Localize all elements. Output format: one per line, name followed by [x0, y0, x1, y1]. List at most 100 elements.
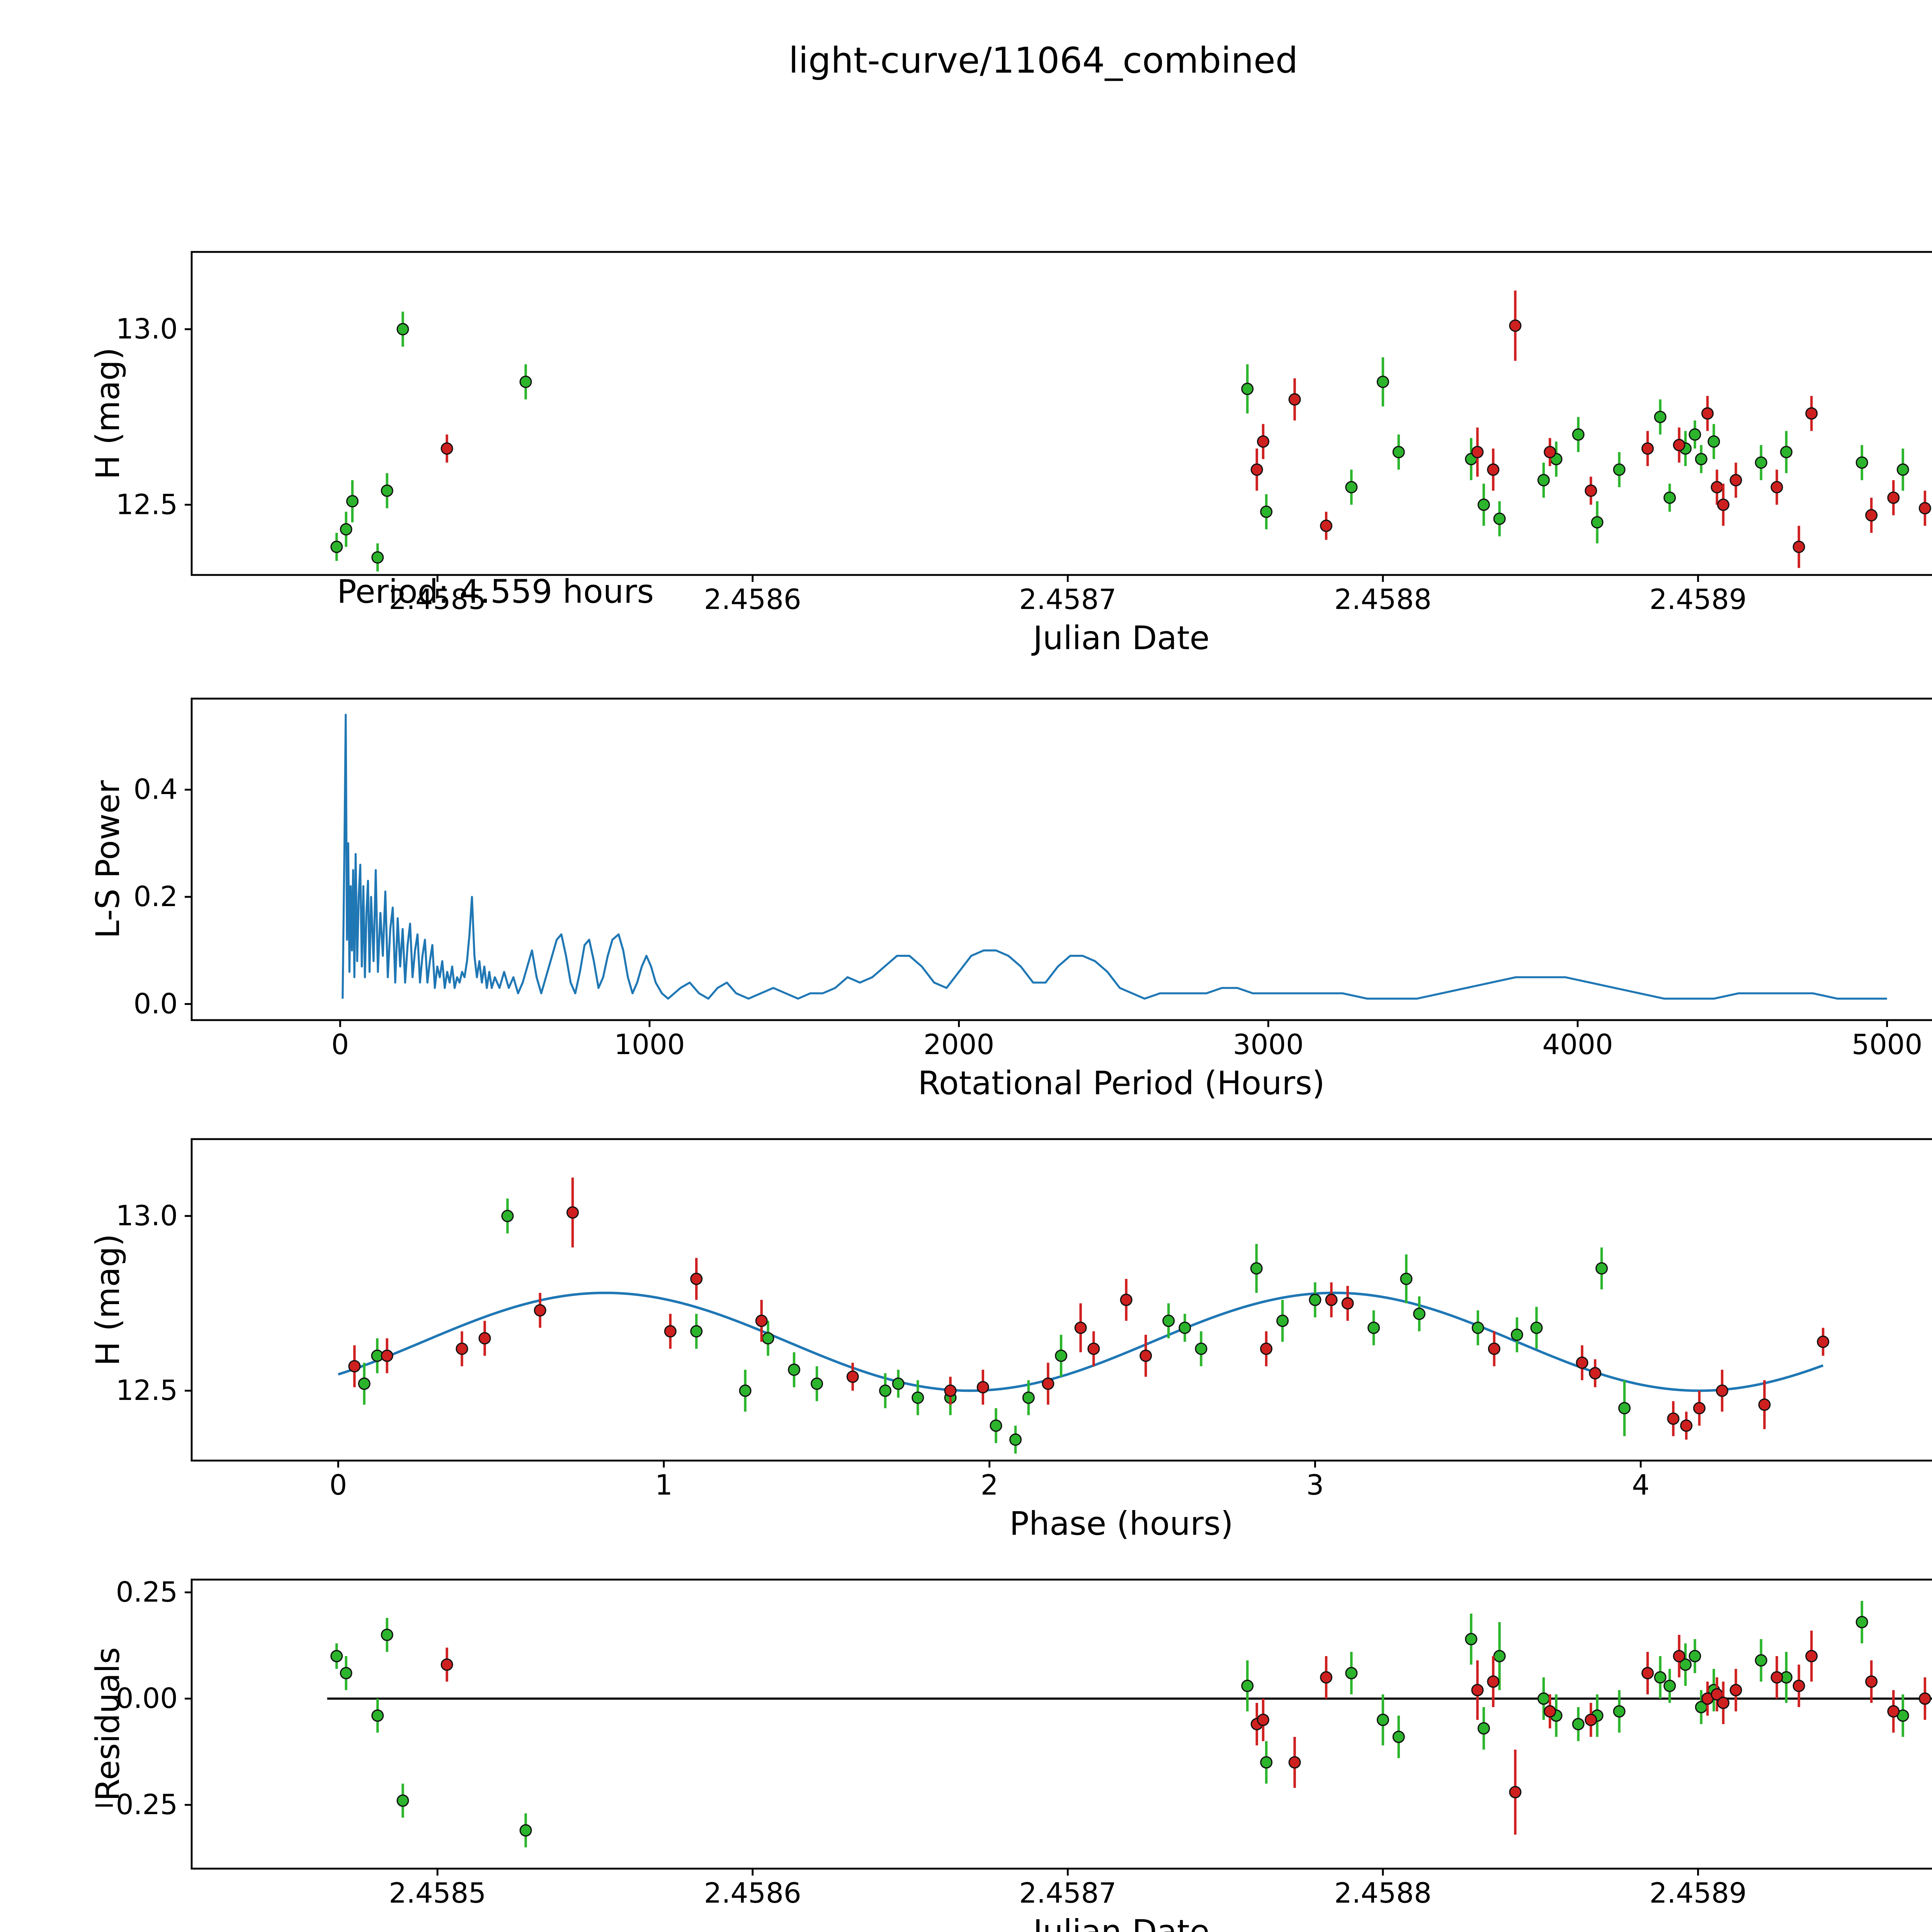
series-red-observations — [440, 290, 1931, 568]
data-point — [348, 1360, 361, 1372]
series-red-observations — [348, 1177, 1830, 1440]
data-point — [1195, 1342, 1208, 1355]
x-axis-label: Julian Date — [1031, 1913, 1210, 1932]
y-tick-label: 0.4 — [133, 773, 178, 806]
data-point — [1918, 502, 1931, 515]
fit-line — [338, 1291, 1824, 1392]
data-point — [478, 1332, 491, 1345]
series-green-observations — [358, 1198, 1631, 1454]
data-point — [340, 523, 352, 536]
data-point — [1309, 1294, 1321, 1306]
data-point — [1717, 1697, 1730, 1709]
data-point — [1544, 1705, 1556, 1718]
data-point — [1805, 407, 1818, 420]
x-tick-label: 2.4586 — [704, 1877, 801, 1909]
data-point — [381, 484, 393, 497]
data-point — [690, 1272, 703, 1285]
y-axis-label: H (mag) — [89, 1234, 127, 1366]
data-point — [1074, 1321, 1087, 1334]
data-point — [1701, 407, 1714, 420]
data-point — [1241, 383, 1254, 395]
data-point — [1250, 463, 1263, 476]
data-point — [1887, 492, 1900, 504]
y-tick-label: −0.25 — [92, 1788, 178, 1821]
data-point — [1530, 1321, 1543, 1334]
data-point — [1730, 474, 1742, 486]
data-point — [1487, 1675, 1500, 1688]
data-point — [1537, 474, 1550, 486]
data-point — [1717, 498, 1730, 511]
data-point — [1770, 1671, 1783, 1684]
data-point — [1120, 1294, 1133, 1306]
y-tick-label: 0.25 — [116, 1576, 178, 1608]
x-tick-label: 2.4588 — [1334, 1877, 1432, 1909]
x-tick-label: 2.4585 — [389, 583, 486, 616]
data-point — [1673, 439, 1685, 451]
data-point — [1510, 1328, 1523, 1341]
data-point — [371, 551, 384, 564]
data-point — [1855, 1616, 1868, 1629]
data-point — [1488, 1342, 1500, 1355]
data-point — [1376, 376, 1389, 388]
data-point — [501, 1209, 514, 1222]
data-point — [811, 1378, 823, 1390]
data-point — [1793, 1680, 1805, 1692]
period-annotation: Period: 4.559 hours — [337, 573, 654, 611]
data-point — [1641, 1667, 1654, 1680]
data-point — [1667, 1412, 1680, 1425]
data-point — [990, 1419, 1002, 1432]
data-point — [1591, 516, 1604, 529]
panel-residuals: 2.45852.45862.45872.45882.45892.4590−0.2… — [89, 1576, 1932, 1932]
data-point — [1509, 1786, 1522, 1799]
data-point — [1641, 442, 1654, 455]
data-point — [1576, 1356, 1588, 1369]
data-point — [664, 1325, 677, 1338]
data-point — [1055, 1349, 1068, 1362]
data-point — [1855, 456, 1868, 469]
periodogram-line — [342, 713, 1887, 1000]
data-point — [1572, 1718, 1585, 1731]
x-tick-label: 2.4588 — [1334, 583, 1432, 616]
x-tick-label: 2.4585 — [389, 1877, 486, 1909]
data-point — [1022, 1391, 1035, 1404]
data-point — [1493, 1650, 1506, 1663]
data-point — [1585, 484, 1597, 497]
axes-spine — [190, 1578, 1932, 1870]
data-point — [1276, 1315, 1289, 1327]
y-axis-label: L-S Power — [89, 780, 127, 939]
data-point — [1367, 1321, 1380, 1334]
data-point — [1345, 1667, 1358, 1680]
figure-title: light-curve/11064_combined — [789, 40, 1298, 81]
data-point — [340, 1667, 352, 1680]
data-point — [1320, 1671, 1333, 1684]
data-point — [440, 1658, 453, 1671]
x-tick-label: 1 — [655, 1469, 673, 1501]
data-point — [1493, 512, 1506, 525]
data-point — [1471, 1321, 1484, 1334]
data-point — [912, 1391, 924, 1404]
data-point — [976, 1381, 989, 1394]
x-tick-label: 2.4586 — [704, 583, 801, 616]
x-tick-label: 3 — [1306, 1469, 1324, 1501]
data-point — [519, 1824, 532, 1837]
data-point — [690, 1325, 703, 1338]
data-point — [1471, 1684, 1484, 1697]
data-point — [1654, 411, 1667, 423]
data-point — [1589, 1367, 1602, 1379]
data-point — [1896, 463, 1909, 476]
data-point — [1400, 1272, 1413, 1285]
data-point — [1887, 1705, 1900, 1718]
data-point — [371, 1709, 384, 1722]
data-point — [1708, 435, 1720, 448]
data-point — [1585, 1714, 1597, 1726]
y-tick-label: 0.2 — [133, 880, 178, 913]
data-point — [1413, 1308, 1426, 1320]
x-axis-label: Phase (hours) — [1009, 1505, 1233, 1543]
data-point — [1320, 519, 1333, 532]
data-point — [1260, 1342, 1273, 1355]
x-axis-label: Rotational Period (Hours) — [918, 1064, 1325, 1102]
data-point — [440, 442, 453, 455]
data-point — [396, 1794, 409, 1807]
data-point — [1689, 428, 1701, 441]
